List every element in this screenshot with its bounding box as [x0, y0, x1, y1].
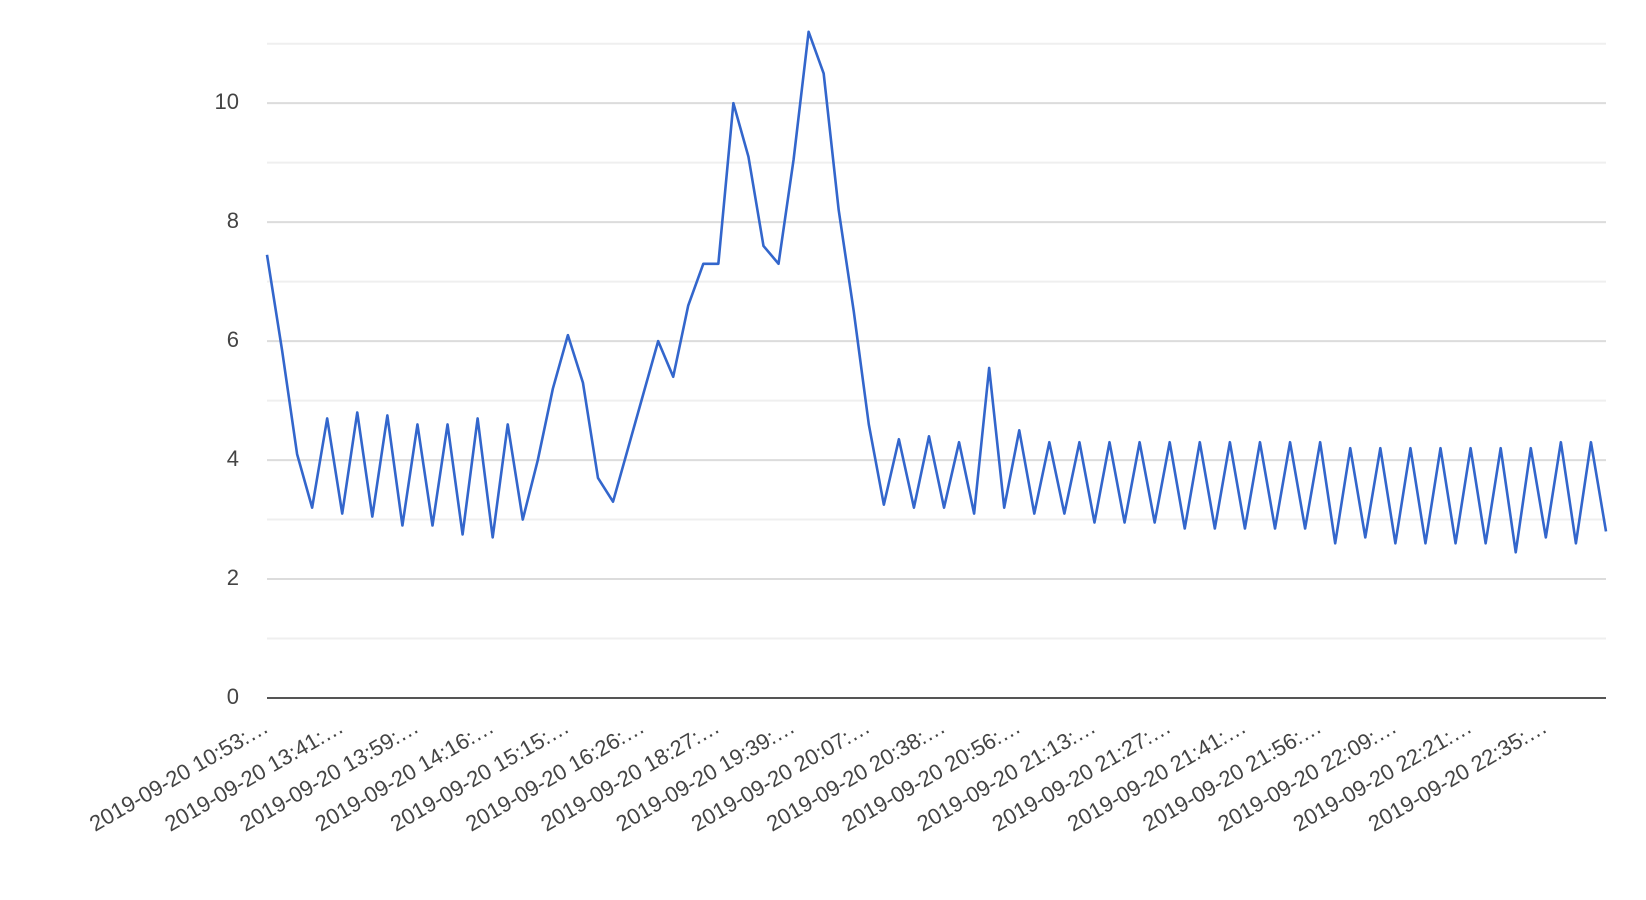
y-tick-label: 10	[215, 89, 239, 114]
y-tick-label: 2	[227, 565, 239, 590]
y-tick-label: 4	[227, 446, 239, 471]
y-tick-label: 6	[227, 327, 239, 352]
series-line	[265, 30, 1608, 554]
y-tick-label: 8	[227, 208, 239, 233]
y-tick-label: 0	[227, 684, 239, 709]
